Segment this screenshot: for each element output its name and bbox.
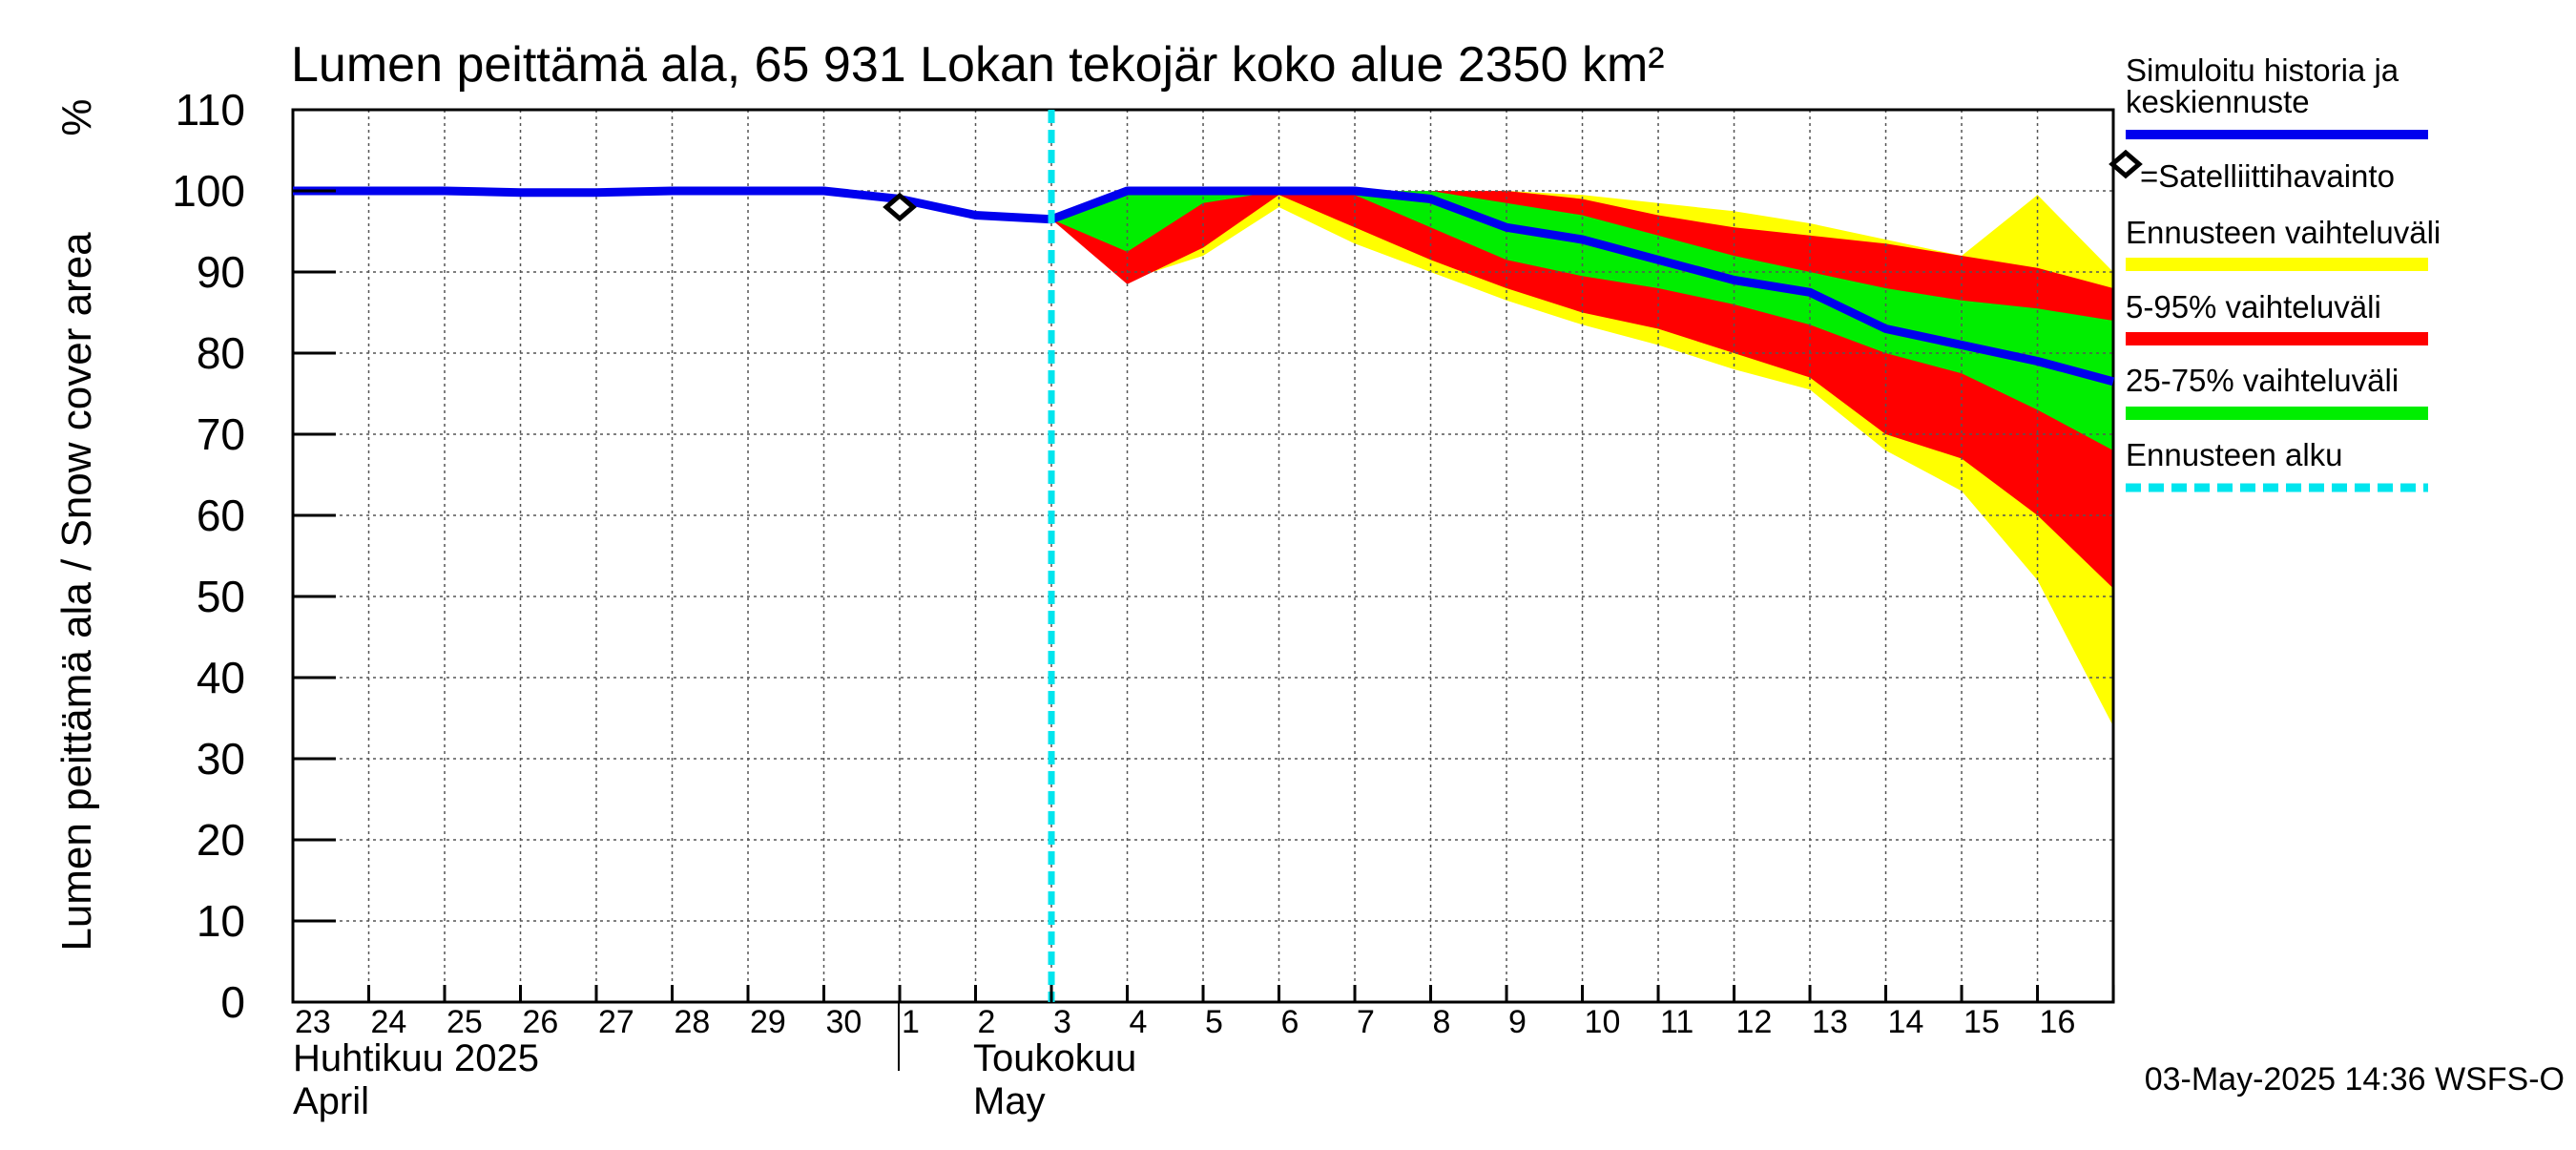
legend: Simuloitu historia ja keskiennuste =Sate…	[2109, 52, 2441, 492]
legend-forecast-start-label: Ennusteen alku	[2126, 437, 2343, 472]
x-tick-label: 6	[1281, 1004, 1299, 1040]
y-tick-label: 20	[197, 815, 245, 865]
x-tick-label: 26	[523, 1004, 559, 1040]
x-tick-label: 4	[1130, 1004, 1148, 1040]
month-label-april-en: April	[293, 1080, 369, 1122]
x-tick-label: 5	[1205, 1004, 1223, 1040]
y-tick-label: 60	[197, 491, 245, 540]
x-ticks: 23 24 25 26 27 28 29 30 1 2 3 4 5 6 7 8 9 10 11 12 13 14 15 16	[291, 985, 2115, 1040]
footer-timestamp: 03-May-2025 14:36 WSFS-O	[2145, 1061, 2565, 1098]
month-label-may-en: May	[973, 1080, 1046, 1122]
x-tick-label: 9	[1508, 1004, 1527, 1040]
legend-minmax-label: Ennusteen vaihteluväli	[2126, 215, 2441, 250]
x-tick-label: 11	[1660, 1004, 1693, 1040]
y-tick-label: 10	[197, 896, 245, 946]
series-lines	[293, 110, 2115, 1002]
y-tick-label: 110	[176, 85, 245, 135]
y-tick-label: 80	[197, 328, 245, 378]
x-tick-label: 28	[675, 1004, 711, 1040]
x-tick-label: 30	[826, 1004, 862, 1040]
x-tick-label: 16	[2040, 1004, 2076, 1040]
legend-history-label-1: Simuloitu historia ja	[2126, 52, 2399, 88]
y-tick-label: 40	[197, 653, 245, 702]
y-axis-label: Lumen peittämä ala / Snow cover area	[53, 232, 100, 951]
x-tick-label: 27	[598, 1004, 634, 1040]
satellite-observation-marker	[883, 192, 917, 222]
legend-satellite-marker	[2109, 149, 2143, 179]
x-tick-label: 2	[978, 1004, 996, 1040]
legend-satellite-label: =Satelliittihavainto	[2140, 158, 2395, 194]
y-tick-label: 30	[197, 734, 245, 784]
x-tick-label: 13	[1812, 1004, 1848, 1040]
y-tick-label: 90	[197, 247, 245, 297]
x-tick-label: 1	[902, 1004, 920, 1040]
x-tick-label: 7	[1357, 1004, 1375, 1040]
y-ticks: 0 10 20 30 40 50 60 70 80 90 100 110	[172, 85, 336, 1027]
x-tick-label: 3	[1053, 1004, 1071, 1040]
x-tick-label: 29	[750, 1004, 786, 1040]
x-tick-label: 14	[1888, 1004, 1924, 1040]
x-tick-label: 10	[1585, 1004, 1621, 1040]
legend-history-label-2: keskiennuste	[2126, 84, 2310, 119]
x-tick-label: 12	[1736, 1004, 1773, 1040]
y-tick-label: 70	[197, 409, 245, 459]
y-tick-label: 100	[172, 166, 245, 216]
x-tick-label: 24	[371, 1004, 407, 1040]
x-tick-label: 8	[1433, 1004, 1451, 1040]
legend-25-75-label: 25-75% vaihteluväli	[2126, 363, 2399, 398]
month-label-may-fi: Toukokuu	[973, 1037, 1136, 1079]
chart-title: Lumen peittämä ala, 65 931 Lokan tekojär…	[291, 37, 1665, 93]
x-tick-label: 25	[447, 1004, 483, 1040]
x-tick-label: 23	[295, 1004, 331, 1040]
legend-5-95-label: 5-95% vaihteluväli	[2126, 289, 2381, 324]
x-tick-label: 15	[1963, 1004, 2000, 1040]
y-tick-label: 50	[197, 572, 245, 621]
y-tick-label: 0	[220, 977, 245, 1027]
y-axis-unit: %	[53, 98, 100, 136]
month-label-april-fi: Huhtikuu 2025	[293, 1037, 539, 1079]
median-line	[293, 186, 2115, 387]
